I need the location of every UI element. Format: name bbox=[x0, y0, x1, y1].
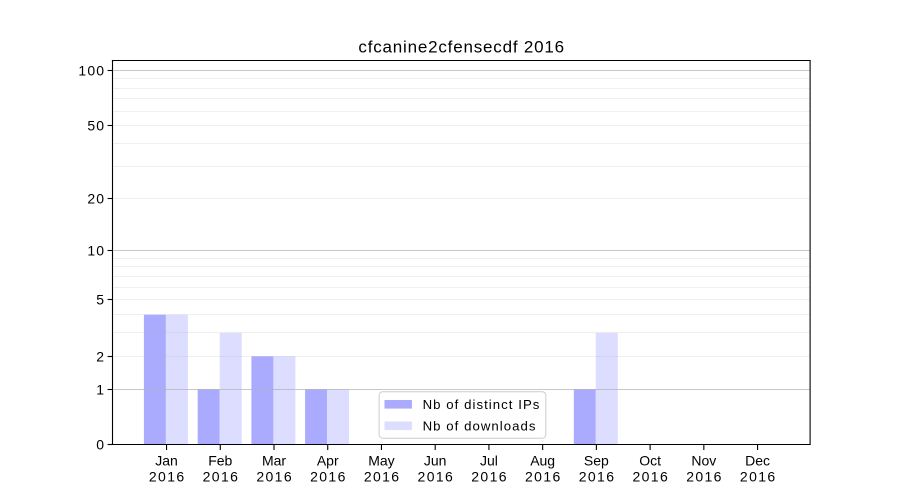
svg-text:Jan: Jan bbox=[155, 453, 178, 469]
svg-text:Mar: Mar bbox=[262, 453, 286, 469]
svg-text:2: 2 bbox=[96, 349, 105, 365]
svg-text:2016: 2016 bbox=[256, 469, 293, 485]
svg-text:Apr: Apr bbox=[317, 453, 339, 469]
svg-text:2016: 2016 bbox=[364, 469, 401, 485]
svg-text:Jun: Jun bbox=[424, 453, 447, 469]
svg-text:20: 20 bbox=[87, 191, 105, 207]
svg-text:May: May bbox=[368, 453, 394, 469]
svg-text:Nov: Nov bbox=[691, 453, 716, 469]
svg-text:0: 0 bbox=[96, 437, 105, 453]
svg-text:Oct: Oct bbox=[639, 453, 661, 469]
svg-text:100: 100 bbox=[78, 63, 105, 79]
svg-text:Nb of downloads: Nb of downloads bbox=[423, 418, 537, 433]
svg-text:50: 50 bbox=[87, 118, 105, 134]
svg-text:Dec: Dec bbox=[745, 453, 770, 469]
svg-text:1: 1 bbox=[96, 382, 105, 398]
svg-text:Nb of distinct IPs: Nb of distinct IPs bbox=[423, 397, 541, 412]
svg-text:2016: 2016 bbox=[471, 469, 508, 485]
svg-text:Aug: Aug bbox=[530, 453, 555, 469]
svg-text:2016: 2016 bbox=[579, 469, 616, 485]
svg-text:2016: 2016 bbox=[149, 469, 186, 485]
svg-text:cfcanine2cfensecdf 2016: cfcanine2cfensecdf 2016 bbox=[358, 38, 564, 57]
svg-text:2016: 2016 bbox=[632, 469, 669, 485]
svg-text:Jul: Jul bbox=[480, 453, 498, 469]
svg-text:10: 10 bbox=[87, 243, 105, 259]
svg-text:2016: 2016 bbox=[418, 469, 455, 485]
svg-text:2016: 2016 bbox=[203, 469, 240, 485]
svg-text:2016: 2016 bbox=[310, 469, 347, 485]
svg-text:2016: 2016 bbox=[525, 469, 562, 485]
svg-text:Sep: Sep bbox=[584, 453, 609, 469]
svg-text:Feb: Feb bbox=[208, 453, 232, 469]
svg-text:2016: 2016 bbox=[686, 469, 723, 485]
svg-text:5: 5 bbox=[96, 292, 105, 308]
svg-text:2016: 2016 bbox=[740, 469, 777, 485]
